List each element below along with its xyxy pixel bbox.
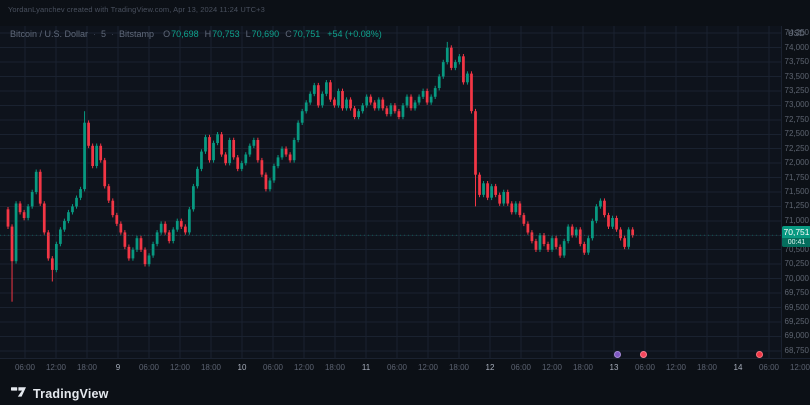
time-axis-day-label: 9 [115, 363, 121, 372]
candlestick-chart[interactable] [0, 26, 781, 358]
price-axis-label: 70,250 [784, 259, 809, 269]
price-axis-label: 72,000 [784, 158, 809, 168]
last-price-value: 70,751 [783, 227, 810, 238]
price-axis-label: 73,500 [784, 71, 809, 81]
time-axis-label: 12:00 [789, 363, 810, 372]
time-axis-label: 12:00 [45, 363, 67, 372]
price-axis-label: 72,250 [784, 143, 809, 153]
time-axis-day-label: 12 [485, 363, 495, 372]
legend-separator: · [111, 29, 115, 39]
time-axis-label: 06:00 [634, 363, 656, 372]
time-axis-label: 18:00 [572, 363, 594, 372]
price-axis-label: 74,250 [784, 28, 809, 38]
symbol-legend: Bitcoin / U.S. Dollar · 5 · Bitstamp O70… [10, 29, 382, 39]
time-axis-label: 12:00 [417, 363, 439, 372]
chart-pane[interactable] [0, 26, 781, 358]
last-price-badge: 70,751 00:41 [782, 226, 810, 248]
time-axis-day-label: 13 [609, 363, 619, 372]
price-axis-label: 74,000 [784, 42, 809, 52]
price-axis-label: 69,250 [784, 316, 809, 326]
time-axis-label: 06:00 [138, 363, 160, 372]
time-axis-label: 06:00 [262, 363, 284, 372]
price-axis-label: 71,500 [784, 187, 809, 196]
ohlc-readout: O70,698 H70,753 L70,690 C70,751 [163, 29, 320, 39]
price-axis-label: 71,750 [784, 172, 809, 182]
time-axis-label: 06:00 [14, 363, 36, 372]
time-axis-day-label: 10 [237, 363, 247, 372]
high-value: H70,753 [204, 29, 240, 39]
watermark: YordanLyanchev created with TradingView.… [8, 5, 265, 14]
symbol-title[interactable]: Bitcoin / U.S. Dollar [10, 29, 89, 39]
time-axis[interactable]: 06:00 12:00 18:00 9 06:00 12:00 18:00 10 06:00 12… [0, 358, 810, 379]
time-axis-label: 18:00 [448, 363, 470, 372]
time-axis-day-label: 14 [733, 363, 743, 372]
price-axis-label: 72,750 [784, 114, 809, 124]
close-value: C70,751 [285, 29, 321, 39]
low-value: L70,690 [245, 29, 280, 39]
time-axis-label: 06:00 [386, 363, 408, 372]
price-axis-label: 69,750 [784, 288, 809, 297]
price-axis[interactable]: USD 74,250 74,000 73,750 73,500 73,250 73,000… [781, 26, 810, 358]
time-axis-label: 18:00 [324, 363, 346, 372]
tradingview-logo-icon [10, 383, 27, 405]
price-axis-label: 69,500 [784, 302, 809, 312]
event-marker-icon[interactable] [640, 351, 647, 358]
time-axis-label: 12:00 [665, 363, 687, 372]
exchange-label[interactable]: Bitstamp [119, 29, 155, 39]
time-axis-label: 12:00 [169, 363, 191, 372]
time-axis-label: 18:00 [200, 363, 222, 372]
interval-label[interactable]: 5 [101, 29, 107, 39]
legend-separator: · [93, 29, 97, 39]
event-marker-icon[interactable] [614, 351, 621, 358]
time-axis-label: 18:00 [696, 363, 718, 372]
tradingview-logo-text: TradingView [33, 387, 109, 401]
bar-countdown: 00:41 [782, 238, 810, 248]
time-axis-label: 12:00 [541, 363, 563, 372]
price-axis-label: 73,750 [784, 57, 809, 67]
price-axis-label: 71,250 [784, 201, 809, 211]
event-marker-icon[interactable] [756, 351, 763, 358]
open-value: O70,698 [163, 29, 199, 39]
price-axis-label: 69,000 [784, 331, 809, 341]
change-label: +54 (+0.08%) [327, 29, 382, 39]
time-axis-label: 06:00 [758, 363, 780, 372]
time-axis-day-label: 11 [361, 363, 371, 372]
time-axis-label: 06:00 [510, 363, 532, 372]
price-axis-label: 73,250 [784, 86, 809, 95]
tradingview-logo[interactable]: TradingView [10, 383, 109, 405]
price-axis-label: 70,500 [784, 244, 809, 254]
price-axis-label: 70,000 [784, 273, 809, 283]
time-axis-label: 18:00 [76, 363, 98, 372]
price-axis-label: 68,750 [784, 345, 809, 355]
price-axis-label: 72,500 [784, 129, 809, 139]
currency-unit-label: USD [788, 29, 805, 38]
price-axis-label: 73,000 [784, 100, 809, 110]
price-axis-label: 71,000 [784, 215, 809, 225]
time-axis-label: 12:00 [293, 363, 315, 372]
